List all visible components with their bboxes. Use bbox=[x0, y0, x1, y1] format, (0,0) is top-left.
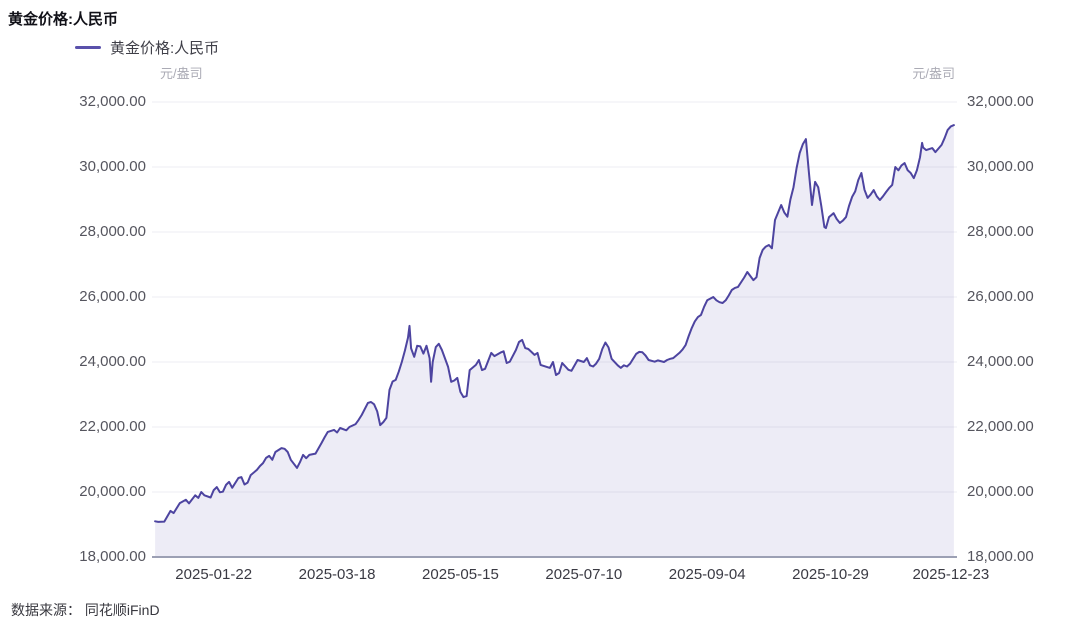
x-axis-label: 2025-10-29 bbox=[792, 566, 869, 583]
x-axis-label: 2025-12-23 bbox=[912, 566, 990, 583]
x-axis-label: 2025-03-18 bbox=[298, 566, 376, 583]
y-axis-label-left: 30,000.00 bbox=[79, 158, 146, 175]
x-axis-label: 2025-05-15 bbox=[422, 566, 499, 583]
y-axis-label-left: 18,000.00 bbox=[79, 548, 146, 565]
y-axis-label-right: 24,000.00 bbox=[967, 353, 1034, 370]
y-axis-label-left: 28,000.00 bbox=[79, 223, 146, 240]
y-axis-label-left: 32,000.00 bbox=[79, 93, 146, 110]
x-axis-label: 2025-01-22 bbox=[175, 566, 253, 583]
y-axis-label-right: 30,000.00 bbox=[967, 158, 1034, 175]
y-axis-label-right: 18,000.00 bbox=[967, 548, 1034, 565]
y-axis-label-left: 24,000.00 bbox=[79, 353, 146, 370]
y-axis-label-right: 22,000.00 bbox=[967, 418, 1034, 435]
legend[interactable]: 黄金价格:人民币 bbox=[75, 37, 219, 58]
y-axis-label-right: 32,000.00 bbox=[967, 93, 1034, 110]
price-area-fill bbox=[155, 125, 954, 557]
y-axis-unit-right: 元/盎司 bbox=[912, 66, 955, 81]
legend-line-swatch bbox=[75, 46, 101, 49]
y-axis-label-right: 28,000.00 bbox=[967, 223, 1034, 240]
data-source-note: 数据来源： 同花顺iFinD bbox=[11, 602, 160, 618]
x-axis-label: 2025-07-10 bbox=[545, 566, 623, 583]
y-axis-unit-left: 元/盎司 bbox=[160, 66, 203, 81]
y-axis-label-right: 20,000.00 bbox=[967, 483, 1034, 500]
price-line-series bbox=[154, 124, 955, 523]
y-axis-label-right: 26,000.00 bbox=[967, 288, 1034, 305]
legend-label: 黄金价格:人民币 bbox=[110, 40, 220, 57]
y-axis-label-left: 26,000.00 bbox=[79, 288, 146, 305]
y-axis-label-left: 22,000.00 bbox=[79, 418, 146, 435]
y-axis-label-left: 20,000.00 bbox=[79, 483, 146, 500]
x-axis-label: 2025-09-04 bbox=[668, 566, 746, 583]
page-title: 黄金价格:人民币 bbox=[8, 11, 118, 28]
